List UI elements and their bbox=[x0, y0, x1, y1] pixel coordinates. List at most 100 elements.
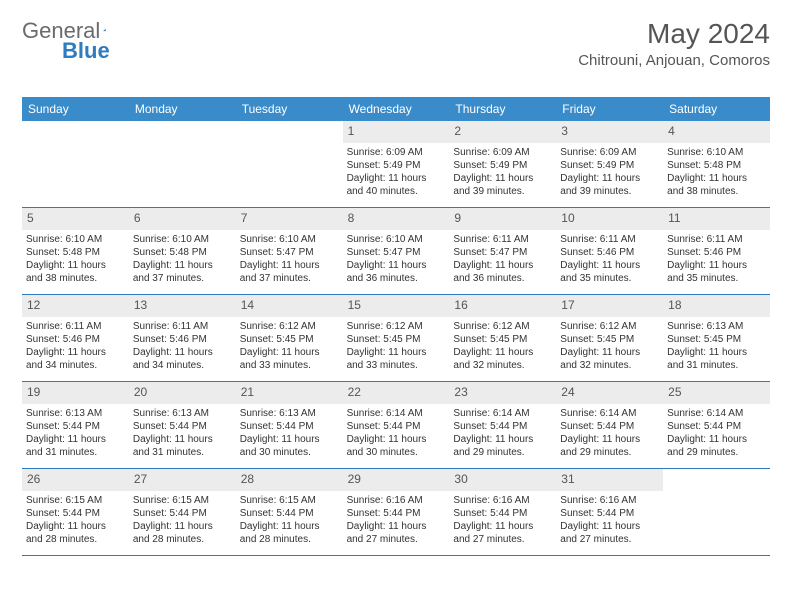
sunset-line: Sunset: 5:44 PM bbox=[560, 420, 659, 433]
calendar: Sunday Monday Tuesday Wednesday Thursday… bbox=[22, 97, 770, 556]
day-cell: 20Sunrise: 6:13 AMSunset: 5:44 PMDayligh… bbox=[129, 382, 236, 468]
weekday-thu: Thursday bbox=[449, 97, 556, 121]
day-cell: 24 Sunrise: 6:14 AMSunset: 5:44 PMDayligh… bbox=[556, 382, 663, 468]
daylight-line-2: and 33 minutes. bbox=[240, 359, 339, 372]
day-cell: 9Sunrise: 6:11 AMSunset: 5:47 PMDaylight… bbox=[449, 208, 556, 294]
day-cell bbox=[236, 121, 343, 207]
day-cell: 26Sunrise: 6:15 AMSunset: 5:44 PMDayligh… bbox=[22, 469, 129, 555]
sunrise-line: Sunrise: 6:12 AM bbox=[560, 320, 659, 333]
daylight-line-2: and 36 minutes. bbox=[347, 272, 446, 285]
weeks-container: 1Sunrise: 6:09 AMSunset: 5:49 PMDaylight… bbox=[22, 121, 770, 556]
sunrise-line: Sunrise: 6:10 AM bbox=[667, 146, 766, 159]
sunrise-line: Sunrise: 6:13 AM bbox=[667, 320, 766, 333]
daylight-line-2: and 27 minutes. bbox=[347, 533, 446, 546]
daylight-line-1: Daylight: 11 hours bbox=[560, 259, 659, 272]
sunset-line: Sunset: 5:46 PM bbox=[560, 246, 659, 259]
logo-triangle-icon bbox=[103, 23, 106, 37]
sunset-line: Sunset: 5:49 PM bbox=[453, 159, 552, 172]
daylight-line-2: and 35 minutes. bbox=[560, 272, 659, 285]
sunset-line: Sunset: 5:44 PM bbox=[453, 507, 552, 520]
daylight-line-2: and 29 minutes. bbox=[667, 446, 766, 459]
daylight-line-2: and 33 minutes. bbox=[347, 359, 446, 372]
sunset-line: Sunset: 5:44 PM bbox=[560, 507, 659, 520]
daylight-line-1: Daylight: 11 hours bbox=[453, 346, 552, 359]
sunset-line: Sunset: 5:46 PM bbox=[26, 333, 125, 346]
sunset-line: Sunset: 5:47 PM bbox=[453, 246, 552, 259]
sunset-line: Sunset: 5:46 PM bbox=[133, 333, 232, 346]
day-cell bbox=[22, 121, 129, 207]
daylight-line-1: Daylight: 11 hours bbox=[240, 259, 339, 272]
sunset-line: Sunset: 5:49 PM bbox=[560, 159, 659, 172]
day-cell: 23Sunrise: 6:14 AMSunset: 5:44 PMDayligh… bbox=[449, 382, 556, 468]
sunrise-line: Sunrise: 6:10 AM bbox=[26, 233, 125, 246]
sunset-line: Sunset: 5:44 PM bbox=[667, 420, 766, 433]
daylight-line-1: Daylight: 11 hours bbox=[453, 172, 552, 185]
day-number: 12 bbox=[22, 295, 129, 317]
daylight-line-1: Daylight: 11 hours bbox=[667, 259, 766, 272]
sunrise-line: Sunrise: 6:14 AM bbox=[347, 407, 446, 420]
day-cell: 30Sunrise: 6:16 AMSunset: 5:44 PMDayligh… bbox=[449, 469, 556, 555]
daylight-line-2: and 28 minutes. bbox=[240, 533, 339, 546]
day-number: 28 bbox=[236, 469, 343, 491]
weekday-header-row: Sunday Monday Tuesday Wednesday Thursday… bbox=[22, 97, 770, 121]
week-row: 19Sunrise: 6:13 AMSunset: 5:44 PMDayligh… bbox=[22, 382, 770, 469]
daylight-line-1: Daylight: 11 hours bbox=[667, 172, 766, 185]
day-cell: 17Sunrise: 6:12 AMSunset: 5:45 PMDayligh… bbox=[556, 295, 663, 381]
month-title: May 2024 bbox=[578, 18, 770, 50]
day-number: 23 bbox=[449, 382, 556, 404]
sunset-line: Sunset: 5:46 PM bbox=[667, 246, 766, 259]
daylight-line-2: and 27 minutes. bbox=[560, 533, 659, 546]
logo-text-blue: Blue bbox=[62, 38, 110, 64]
sunset-line: Sunset: 5:44 PM bbox=[26, 420, 125, 433]
day-number: 17 bbox=[556, 295, 663, 317]
daylight-line-2: and 28 minutes. bbox=[26, 533, 125, 546]
sunrise-line: Sunrise: 6:13 AM bbox=[26, 407, 125, 420]
week-row: 5Sunrise: 6:10 AMSunset: 5:48 PMDaylight… bbox=[22, 208, 770, 295]
daylight-line-2: and 40 minutes. bbox=[347, 185, 446, 198]
day-number: 9 bbox=[449, 208, 556, 230]
week-row: 1Sunrise: 6:09 AMSunset: 5:49 PMDaylight… bbox=[22, 121, 770, 208]
sunrise-line: Sunrise: 6:11 AM bbox=[560, 233, 659, 246]
day-number: 15 bbox=[343, 295, 450, 317]
day-number: 8 bbox=[343, 208, 450, 230]
day-number: 26 bbox=[22, 469, 129, 491]
sunrise-line: Sunrise: 6:16 AM bbox=[347, 494, 446, 507]
daylight-line-1: Daylight: 11 hours bbox=[133, 259, 232, 272]
sunrise-line: Sunrise: 6:09 AM bbox=[453, 146, 552, 159]
sunset-line: Sunset: 5:47 PM bbox=[347, 246, 446, 259]
daylight-line-2: and 38 minutes. bbox=[26, 272, 125, 285]
daylight-line-1: Daylight: 11 hours bbox=[26, 259, 125, 272]
sunrise-line: Sunrise: 6:16 AM bbox=[560, 494, 659, 507]
day-cell: 31Sunrise: 6:16 AMSunset: 5:44 PMDayligh… bbox=[556, 469, 663, 555]
sunrise-line: Sunrise: 6:09 AM bbox=[560, 146, 659, 159]
day-number: 16 bbox=[449, 295, 556, 317]
sunrise-line: Sunrise: 6:13 AM bbox=[240, 407, 339, 420]
daylight-line-1: Daylight: 11 hours bbox=[347, 259, 446, 272]
sunset-line: Sunset: 5:44 PM bbox=[347, 420, 446, 433]
day-cell: 2Sunrise: 6:09 AMSunset: 5:49 PMDaylight… bbox=[449, 121, 556, 207]
daylight-line-2: and 29 minutes. bbox=[453, 446, 552, 459]
daylight-line-1: Daylight: 11 hours bbox=[133, 346, 232, 359]
daylight-line-2: and 30 minutes. bbox=[347, 446, 446, 459]
daylight-line-1: Daylight: 11 hours bbox=[560, 433, 659, 446]
day-cell: 29Sunrise: 6:16 AMSunset: 5:44 PMDayligh… bbox=[343, 469, 450, 555]
daylight-line-2: and 30 minutes. bbox=[240, 446, 339, 459]
location: Chitrouni, Anjouan, Comoros bbox=[578, 52, 770, 69]
day-number: 24 bbox=[556, 382, 663, 404]
day-number: 14 bbox=[236, 295, 343, 317]
sunset-line: Sunset: 5:48 PM bbox=[133, 246, 232, 259]
sunrise-line: Sunrise: 6:15 AM bbox=[240, 494, 339, 507]
sunset-line: Sunset: 5:44 PM bbox=[133, 420, 232, 433]
weekday-mon: Monday bbox=[129, 97, 236, 121]
day-number: 1 bbox=[343, 121, 450, 143]
sunrise-line: Sunrise: 6:14 AM bbox=[560, 407, 659, 420]
sunrise-line: Sunrise: 6:10 AM bbox=[240, 233, 339, 246]
day-cell: 14Sunrise: 6:12 AMSunset: 5:45 PMDayligh… bbox=[236, 295, 343, 381]
day-cell: 19Sunrise: 6:13 AMSunset: 5:44 PMDayligh… bbox=[22, 382, 129, 468]
daylight-line-1: Daylight: 11 hours bbox=[26, 346, 125, 359]
day-cell: 18Sunrise: 6:13 AMSunset: 5:45 PMDayligh… bbox=[663, 295, 770, 381]
daylight-line-2: and 36 minutes. bbox=[453, 272, 552, 285]
daylight-line-2: and 37 minutes. bbox=[240, 272, 339, 285]
day-cell: 6Sunrise: 6:10 AMSunset: 5:48 PMDaylight… bbox=[129, 208, 236, 294]
sunrise-line: Sunrise: 6:11 AM bbox=[133, 320, 232, 333]
